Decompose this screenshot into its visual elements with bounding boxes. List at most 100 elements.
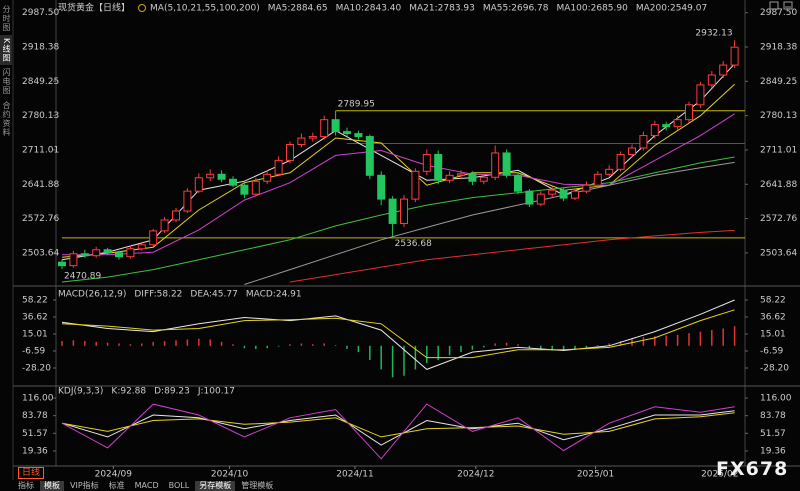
indicator-line <box>244 161 735 285</box>
y-tick-label: 2572.76 <box>760 214 797 224</box>
candle-body <box>514 174 522 192</box>
candle-body <box>400 198 408 224</box>
candle-body <box>286 144 294 161</box>
sidebar-tab[interactable]: 分时图 <box>2 5 11 32</box>
toolbar-button[interactable]: 管理模板 <box>241 481 274 490</box>
toolbar-button[interactable]: VIP指标 <box>70 481 99 490</box>
legend-entry: DEA:45.77 <box>190 290 237 300</box>
sidebar-tab[interactable]: K线图 <box>0 35 12 66</box>
y-tick-label: 2849.25 <box>22 77 59 87</box>
price-annotation: 2932.13 <box>695 29 732 39</box>
settings-icon <box>138 4 147 12</box>
indicator-line <box>61 299 735 370</box>
candle-body <box>331 119 340 133</box>
candle-body <box>160 219 169 232</box>
sidebar-tab[interactable]: 闪电图 <box>2 68 11 96</box>
price-annotation: 2536.68 <box>395 239 432 249</box>
candle-body <box>320 119 329 138</box>
chart-title: 现货黄金【日线】 <box>58 2 130 14</box>
legend-entry: K:92.88 <box>111 387 146 397</box>
y-tick-label: 116.00 <box>760 394 792 404</box>
y-tick-label: -28.20 <box>760 364 789 374</box>
y-tick-label: 2503.64 <box>22 248 59 258</box>
y-tick-label: 36.62 <box>22 312 48 322</box>
y-tick-label: 36.62 <box>760 312 786 322</box>
toolbar-button[interactable]: MACD <box>134 481 159 490</box>
price-annotation: 2789.95 <box>338 99 375 109</box>
indicator-name: MA(5,10,21,55,100,200) <box>150 4 260 14</box>
toolbar-button[interactable]: BOLL <box>168 481 190 490</box>
candle-body <box>536 193 545 205</box>
candle-body <box>593 173 602 186</box>
toolbar-button[interactable]: 标准 <box>108 481 125 490</box>
candle-body <box>388 198 397 224</box>
y-tick-label: 19.36 <box>22 446 48 456</box>
candle-body <box>80 253 89 257</box>
candle-body <box>229 178 237 186</box>
window-icon[interactable] <box>783 1 793 10</box>
legend-entry: DIFF:58.22 <box>134 290 182 300</box>
candle-body <box>206 173 215 179</box>
x-tick-label: 2025/02 <box>701 470 738 480</box>
toolbar-button[interactable]: 模板 <box>40 481 64 491</box>
indicator-line <box>62 113 735 256</box>
panel-title: MACD(26,12,9) <box>58 290 126 300</box>
legend-entry: MA10:2843.40 <box>336 4 402 14</box>
candle-body <box>468 173 477 182</box>
candle-body <box>354 133 363 138</box>
indicator-line <box>61 309 735 359</box>
y-tick-label: 83.78 <box>760 411 786 421</box>
timeframe-tag[interactable]: 日线 <box>18 467 45 479</box>
y-tick-label: 2987.50 <box>760 8 797 18</box>
y-tick-label: 2918.38 <box>22 43 59 53</box>
candle-body <box>251 180 260 195</box>
candle-body <box>628 147 636 155</box>
candle-body <box>365 136 374 176</box>
candle-body <box>502 152 511 176</box>
candle-body <box>137 244 146 250</box>
toolbar: 指标 模板 VIP指标 标准 MACD BOLL 另存模板 管理模板 <box>14 481 277 491</box>
candle-body <box>719 64 728 76</box>
candle-body <box>274 159 283 175</box>
y-tick-label: 2711.01 <box>760 145 797 155</box>
candle-body <box>115 252 123 258</box>
candle-body <box>240 184 249 195</box>
y-tick-label: 2849.25 <box>760 77 797 87</box>
candle-body <box>69 253 78 267</box>
candle-body <box>730 46 739 66</box>
candle-body <box>92 249 101 257</box>
legend-entry: MACD:24.91 <box>246 290 302 300</box>
candle-body <box>548 189 557 195</box>
x-tick-label: 2025/01 <box>577 470 614 480</box>
y-tick-label: 19.36 <box>760 446 786 456</box>
y-tick-label: 58.22 <box>22 295 48 305</box>
window-icon[interactable] <box>769 1 779 10</box>
candle-body <box>616 153 625 170</box>
y-tick-label: 2641.88 <box>760 180 797 190</box>
y-tick-label: 2780.13 <box>760 111 797 121</box>
candle-body <box>172 210 180 221</box>
candle-body <box>479 176 488 182</box>
candle-body <box>126 248 135 258</box>
candle-body <box>457 173 465 176</box>
candle-body <box>297 137 306 146</box>
sidebar-tab[interactable]: 合约资料 <box>2 101 11 138</box>
candle-body <box>571 190 579 199</box>
toolbar-button[interactable]: 指标 <box>18 481 34 490</box>
panel-title: KDJ(9,3,3) <box>58 387 103 397</box>
candle-body <box>662 124 671 128</box>
toolbar-button[interactable]: 另存模板 <box>195 481 236 491</box>
candle-body <box>707 74 716 86</box>
legend-entry: MA21:2783.93 <box>409 4 475 14</box>
y-tick-label: 116.00 <box>22 394 54 404</box>
y-tick-label: 2572.76 <box>22 214 59 224</box>
candle-body <box>582 184 591 192</box>
legend-entry: J:100.17 <box>197 387 235 397</box>
indicator-line <box>61 412 735 438</box>
y-tick-label: -6.59 <box>22 346 46 356</box>
indicator-line <box>289 229 735 283</box>
candle-body <box>149 230 158 246</box>
candle-body <box>685 104 693 121</box>
watermark: FX678 <box>716 458 789 480</box>
candle-body <box>183 190 192 212</box>
